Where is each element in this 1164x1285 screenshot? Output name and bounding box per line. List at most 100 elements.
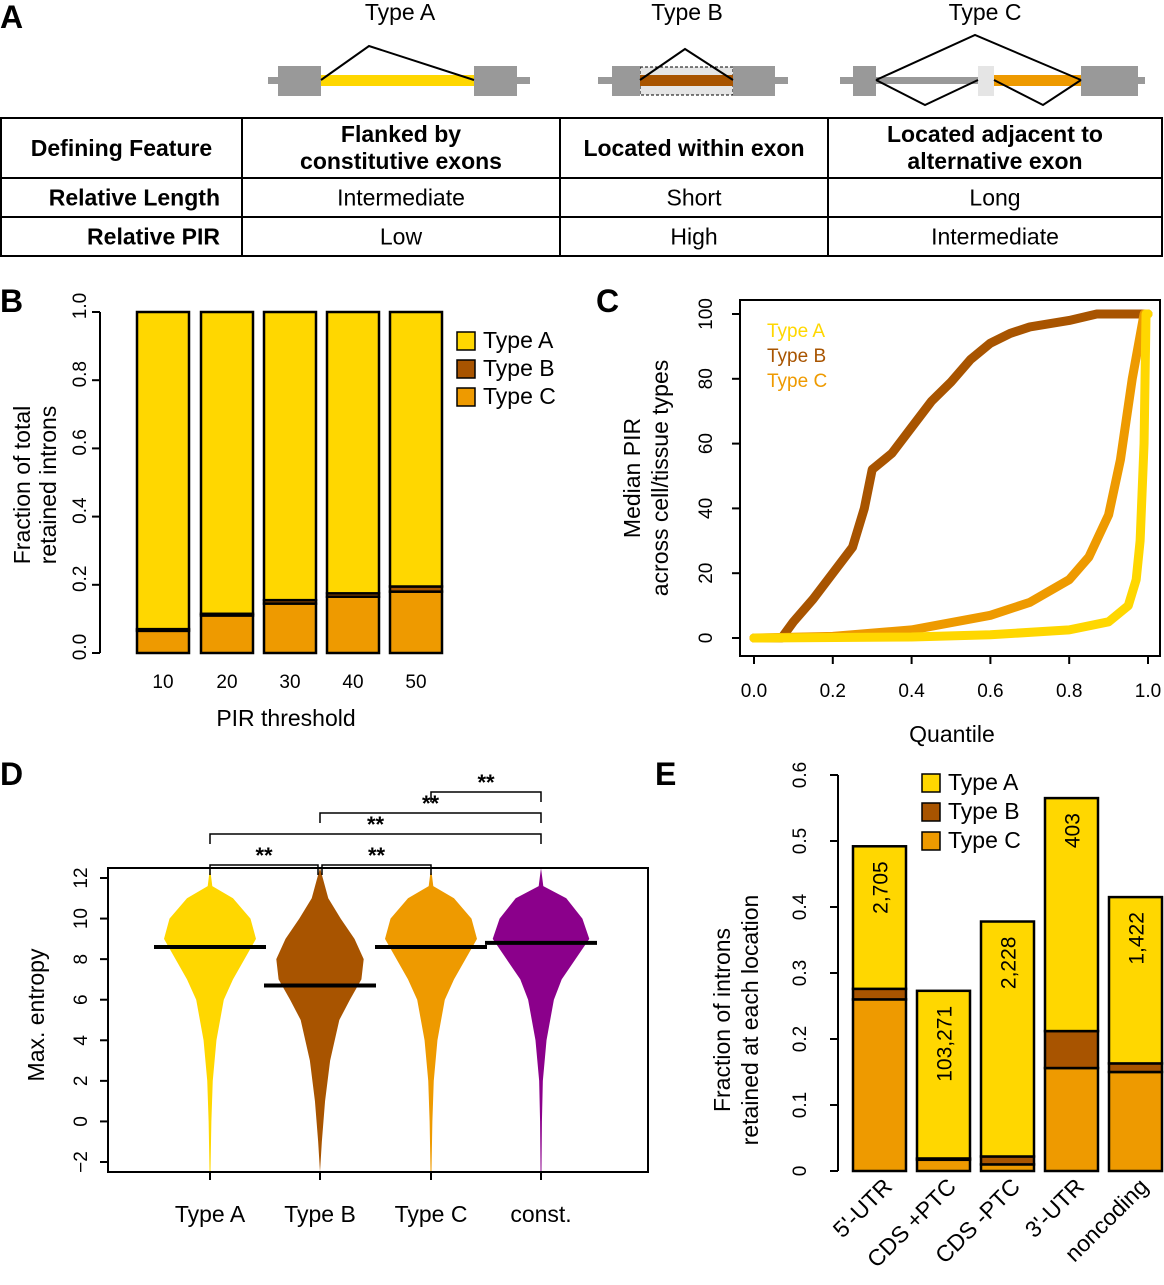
bar-segment-type-c (1043, 1066, 1100, 1173)
legend-label: Type C (948, 827, 1021, 853)
bar-segment-type-a (979, 920, 1036, 1158)
x-tick-label: 0.8 (1056, 681, 1082, 702)
table-cell: Located within exon (583, 135, 804, 161)
table-cell: constitutive exons (300, 148, 502, 174)
y-tick-label: 0.2 (790, 1026, 811, 1052)
y-tick-label: 0 (696, 633, 717, 644)
bar-segment-type-b (851, 987, 908, 1001)
panel-label-a: A (0, 0, 23, 35)
legend-label: Type A (948, 769, 1019, 795)
legend-label: Type A (767, 321, 825, 342)
y-tick-label: 0.4 (790, 893, 811, 920)
significance-label: ** (367, 812, 385, 837)
x-tick-label: Type A (175, 1201, 246, 1227)
y-tick-label: 4 (71, 1035, 92, 1046)
table-cell: Located adjacent to (887, 121, 1103, 147)
y-tick-label: 0.0 (70, 634, 91, 660)
table-row-header: Defining Feature (31, 135, 212, 161)
line-type-a (749, 309, 1153, 643)
legend-swatch (921, 773, 941, 793)
table-row-header: Relative PIR (87, 224, 220, 250)
plot-box (107, 867, 649, 1173)
bar-segment-type-a (325, 310, 381, 595)
table-cell: Intermediate (931, 224, 1059, 250)
bar-segment-type-c (262, 602, 318, 655)
x-tick-label: 0.2 (820, 681, 846, 702)
legend-label: Type B (767, 346, 826, 367)
bar-segment-type-a (388, 310, 444, 588)
diagram-title-type-c: Type C (949, 0, 1022, 25)
bar-segment-type-a (1107, 895, 1164, 1065)
bar-segment-type-c (135, 629, 191, 655)
y-tick-label: −2 (71, 1151, 92, 1173)
significance-bracket (430, 791, 542, 802)
significance-bracket (209, 833, 542, 844)
y-tick-label: 40 (696, 498, 717, 519)
y-tick-label: 8 (71, 954, 92, 965)
violin-typeb (276, 867, 364, 1173)
diagram-title-type-a: Type A (365, 0, 436, 25)
table-row-header: Relative Length (49, 185, 220, 211)
bar-segment-type-c (1107, 1070, 1164, 1173)
panel-c-chart: 0.0 0.2 0.4 0.6 0.8 1.0 0 20 40 60 80 100 Type A Type… (619, 298, 1161, 747)
x-tick-label: 30 (279, 672, 300, 693)
panel-label-c: C (596, 283, 619, 319)
y-tick-label: 0.3 (790, 960, 811, 986)
panel-d-chart: Type A Type B Type C const. −2 0 2 4 6 8 10 12 Max. … (23, 770, 649, 1227)
legend-swatch (921, 831, 941, 851)
x-tick-label: Type B (284, 1201, 356, 1227)
y-tick-label: 100 (696, 298, 717, 330)
bar-segment-type-c (199, 614, 255, 655)
y-tick-label: 6 (71, 994, 92, 1005)
bar-segment-type-a (135, 310, 191, 631)
panel-label-b: B (0, 283, 23, 319)
violin-typec (385, 867, 477, 1173)
diagram-title-type-b: Type B (651, 0, 723, 25)
bar-segment-type-b (1043, 1029, 1100, 1070)
diagram-type-a (268, 44, 530, 96)
y-axis-label-line2: retained introns (35, 406, 61, 565)
violin-const (492, 867, 590, 1173)
table-cell: Flanked by (341, 121, 461, 147)
y-tick-label: 0.4 (70, 497, 91, 524)
legend-label: Type A (483, 327, 554, 353)
bar-segment-type-b (1107, 1062, 1164, 1074)
y-axis-label-line1: Fraction of introns (709, 928, 735, 1112)
line-type-c (749, 309, 1153, 643)
bar-count-label: 2,228 (998, 937, 1021, 990)
panel-label-d: D (0, 756, 23, 792)
bar-segment-type-a (1043, 796, 1100, 1033)
x-tick-label: Type C (395, 1201, 468, 1227)
table-cell: High (670, 224, 717, 250)
bar-segment-type-c (915, 1158, 972, 1173)
y-tick-label: 0.5 (790, 828, 811, 854)
significance-bracket (321, 864, 432, 875)
y-axis-label-line2: retained at each location (737, 895, 763, 1146)
plot-box (739, 299, 1161, 657)
bar-segment-type-a (262, 310, 318, 602)
x-tick-label: 0.6 (977, 681, 1003, 702)
table-cell: Long (969, 185, 1020, 211)
y-tick-label: 12 (71, 867, 92, 888)
bar-segment-type-c (325, 595, 381, 655)
table-cell: alternative exon (907, 148, 1082, 174)
y-axis-label: Max. entropy (23, 948, 49, 1081)
y-tick-label: 80 (696, 368, 717, 389)
x-tick-label: 40 (342, 672, 363, 693)
y-tick-label: 10 (71, 908, 92, 929)
table-cell: Short (667, 185, 723, 211)
bar-count-label: 103,271 (934, 1006, 957, 1082)
significance-label: ** (368, 843, 386, 868)
y-tick-label: 60 (696, 433, 717, 454)
legend-swatch (921, 802, 941, 822)
legend-label: Type B (483, 355, 555, 381)
x-tick-label: 0.0 (741, 681, 767, 702)
x-tick-label: 50 (405, 672, 426, 693)
diagram-type-c (840, 33, 1145, 107)
bar-segment-type-c (388, 590, 444, 655)
x-tick-label: 1.0 (1135, 681, 1161, 702)
x-tick-label: 20 (216, 672, 237, 693)
violin-typea (164, 867, 256, 1173)
